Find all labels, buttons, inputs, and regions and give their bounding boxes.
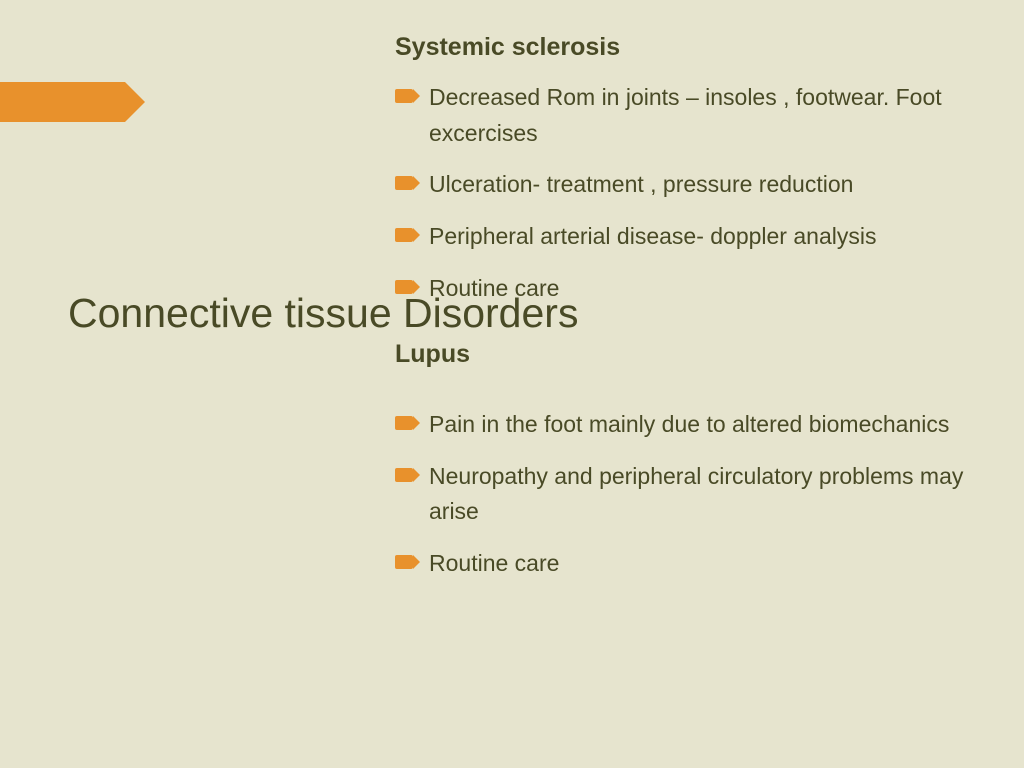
- section-heading-1: Systemic sclerosis: [395, 33, 975, 62]
- list-item: Ulceration- treatment , pressure reducti…: [395, 167, 975, 203]
- list-item: Decreased Rom in joints – insoles , foot…: [395, 80, 975, 151]
- bullet-list-2: Pain in the foot mainly due to altered b…: [395, 407, 975, 582]
- list-item: Neuropathy and peripheral circulatory pr…: [395, 459, 975, 530]
- bullet-list-1: Decreased Rom in joints – insoles , foot…: [395, 80, 975, 306]
- list-item: Routine care: [395, 271, 975, 307]
- section-heading-2: Lupus: [395, 340, 975, 369]
- list-item: Routine care: [395, 546, 975, 582]
- accent-bar: [0, 82, 125, 122]
- content-area: Systemic sclerosis Decreased Rom in join…: [395, 33, 975, 598]
- list-item: Pain in the foot mainly due to altered b…: [395, 407, 975, 443]
- list-item: Peripheral arterial disease- doppler ana…: [395, 219, 975, 255]
